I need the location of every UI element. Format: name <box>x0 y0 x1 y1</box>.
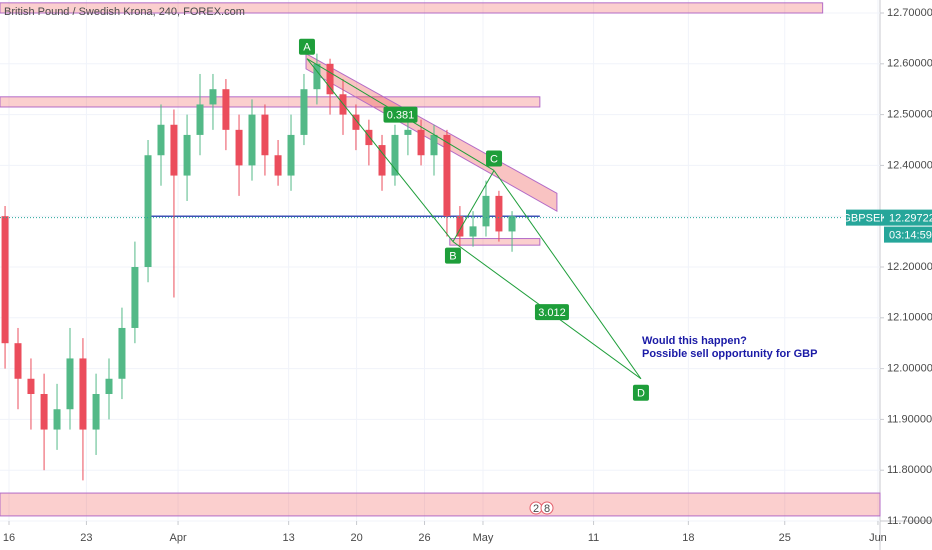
candle-body <box>261 114 269 156</box>
event-label: 2 <box>533 503 539 515</box>
candle-body <box>456 216 464 237</box>
candle-body <box>365 129 373 146</box>
candle-body <box>495 195 503 232</box>
candle-body <box>378 145 386 176</box>
y-tick-label: 11.70000 <box>887 515 932 527</box>
candle-body <box>508 216 516 232</box>
candle-body <box>196 104 204 135</box>
candle-body <box>40 394 48 430</box>
candle-body <box>105 378 113 395</box>
event-icon <box>540 501 554 515</box>
label-text: 3.012 <box>538 307 566 319</box>
candle-body <box>131 267 139 328</box>
candle-body <box>144 155 152 268</box>
x-tick-label: 26 <box>418 532 430 544</box>
candle-body <box>300 89 308 135</box>
candle-body <box>443 134 451 217</box>
zone <box>0 96 541 108</box>
countdown: 03:14:59 <box>889 230 932 242</box>
label-text: C <box>490 153 498 165</box>
candle-body <box>248 114 256 166</box>
zone <box>0 2 824 14</box>
label-text: 0.381 <box>387 110 415 122</box>
last-price-label: 12.29722 <box>889 213 932 225</box>
candle-body <box>404 129 412 135</box>
candle-body <box>157 124 165 156</box>
label-box <box>632 384 649 401</box>
x-tick-label: 18 <box>682 532 694 544</box>
candle-body <box>92 394 100 430</box>
candle-body <box>235 129 243 166</box>
candle-body <box>352 114 360 130</box>
countdown-box <box>884 226 932 243</box>
candle-body <box>66 358 74 410</box>
x-tick-label: 25 <box>779 532 791 544</box>
zone <box>449 238 541 246</box>
y-tick-label: 12.60000 <box>887 58 932 70</box>
label-box <box>486 150 503 167</box>
candle-body <box>27 378 35 395</box>
symbol-box <box>846 209 884 226</box>
x-tick-label: 20 <box>350 532 362 544</box>
annotation: Possible sell opportunity for GBP <box>642 348 817 360</box>
pattern-line <box>493 170 642 380</box>
candle-body <box>14 343 22 379</box>
candle-body <box>170 124 178 176</box>
label-box <box>383 106 418 123</box>
candle-body <box>209 89 217 105</box>
x-tick-label: 23 <box>80 532 92 544</box>
candle-body <box>183 134 191 176</box>
x-tick-label: Jun <box>869 532 887 544</box>
candle-body <box>1 216 9 344</box>
candle-body <box>326 63 334 95</box>
y-tick-label: 11.90000 <box>887 413 932 425</box>
x-tick-label: Apr <box>169 532 186 544</box>
pattern-line <box>452 170 495 242</box>
candle-body <box>118 327 126 379</box>
label-box <box>534 304 569 321</box>
candle-body <box>313 63 321 90</box>
x-tick-label: 13 <box>283 532 295 544</box>
channel <box>305 52 558 212</box>
chart-title: British Pound / Swedish Krona, 240, FORE… <box>4 6 245 18</box>
price-box <box>884 209 932 226</box>
annotation: Would this happen? <box>642 335 747 347</box>
candle-body <box>391 134 399 176</box>
candle-body <box>287 134 295 176</box>
label-box <box>298 38 315 55</box>
x-tick-label: May <box>473 532 494 544</box>
y-tick-label: 12.40000 <box>887 159 932 171</box>
label-text: A <box>303 42 311 54</box>
y-tick-label: 12.50000 <box>887 109 932 121</box>
candle-body <box>79 358 87 430</box>
label-text: B <box>449 251 456 263</box>
candle-body <box>53 409 61 430</box>
y-tick-label: 12.00000 <box>887 363 932 375</box>
candle-body <box>469 226 477 237</box>
pattern-line <box>306 58 454 242</box>
symbol-label: GBPSEK <box>842 213 888 225</box>
x-tick-label: 11 <box>588 532 599 544</box>
event-label: 8 <box>544 503 550 515</box>
y-tick-label: 12.10000 <box>887 312 932 324</box>
label-box <box>444 247 461 264</box>
candle-body <box>482 195 490 227</box>
x-tick-label: 16 <box>3 532 15 544</box>
zone <box>0 492 881 517</box>
y-tick-label: 12.70000 <box>887 7 932 19</box>
candle-body <box>417 129 425 156</box>
y-tick-label: 12.20000 <box>887 261 932 273</box>
candle-body <box>430 134 438 156</box>
candle-body <box>274 155 282 176</box>
candle-body <box>222 89 230 130</box>
label-text: D <box>637 388 645 400</box>
y-tick-label: 11.80000 <box>887 464 932 476</box>
